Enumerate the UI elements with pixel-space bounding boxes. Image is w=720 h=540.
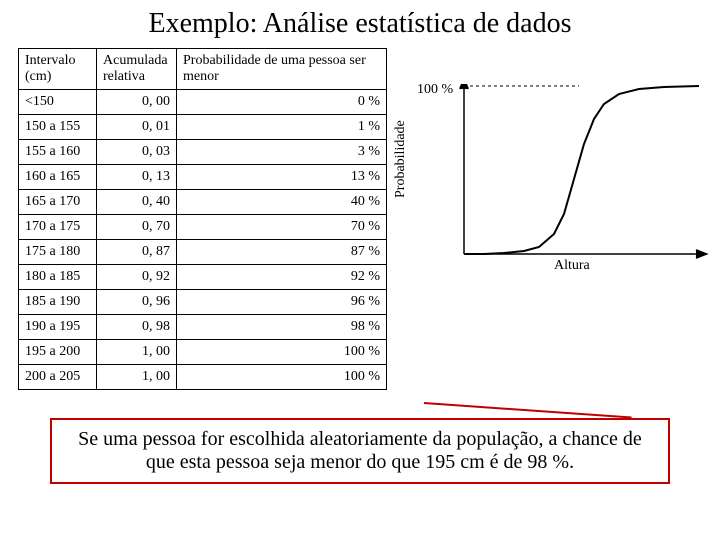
cell-accum: 0, 98 xyxy=(97,315,177,340)
cell-interval: <150 xyxy=(19,90,97,115)
cell-interval: 170 a 175 xyxy=(19,215,97,240)
cell-accum: 0, 92 xyxy=(97,265,177,290)
cell-accum: 0, 03 xyxy=(97,140,177,165)
cell-prob: 92 % xyxy=(177,265,387,290)
table-row: 195 a 2001, 00100 % xyxy=(19,340,387,365)
cell-prob: 13 % xyxy=(177,165,387,190)
page-title: Exemplo: Análise estatística de dados xyxy=(0,0,720,48)
cell-accum: 0, 70 xyxy=(97,215,177,240)
table-row: 170 a 1750, 7070 % xyxy=(19,215,387,240)
cell-accum: 1, 00 xyxy=(97,340,177,365)
cell-interval: 165 a 170 xyxy=(19,190,97,215)
table-row: 155 a 1600, 033 % xyxy=(19,140,387,165)
cell-accum: 0, 00 xyxy=(97,90,177,115)
cell-prob: 1 % xyxy=(177,115,387,140)
y-axis-label: Probabilidade xyxy=(393,120,409,198)
table-row: 180 a 1850, 9292 % xyxy=(19,265,387,290)
cell-accum: 0, 87 xyxy=(97,240,177,265)
content-area: Intervalo (cm) Acumulada relativa Probab… xyxy=(0,48,720,390)
ytick-label: 100 % xyxy=(417,82,453,98)
cell-prob: 96 % xyxy=(177,290,387,315)
th-accum: Acumulada relativa xyxy=(97,49,177,90)
cell-interval: 155 a 160 xyxy=(19,140,97,165)
table-row: <1500, 000 % xyxy=(19,90,387,115)
cell-interval: 150 a 155 xyxy=(19,115,97,140)
cell-prob: 100 % xyxy=(177,340,387,365)
cell-prob: 100 % xyxy=(177,365,387,390)
cell-interval: 190 a 195 xyxy=(19,315,97,340)
cell-interval: 175 a 180 xyxy=(19,240,97,265)
chart-area: 100 % Probabilidade Altura xyxy=(399,48,702,390)
cell-interval: 200 a 205 xyxy=(19,365,97,390)
cell-prob: 40 % xyxy=(177,190,387,215)
table-row: 175 a 1800, 8787 % xyxy=(19,240,387,265)
cell-prob: 98 % xyxy=(177,315,387,340)
cell-accum: 0, 96 xyxy=(97,290,177,315)
th-interval: Intervalo (cm) xyxy=(19,49,97,90)
table-row: 185 a 1900, 9696 % xyxy=(19,290,387,315)
cell-prob: 0 % xyxy=(177,90,387,115)
cell-prob: 70 % xyxy=(177,215,387,240)
table-row: 150 a 1550, 011 % xyxy=(19,115,387,140)
cdf-chart xyxy=(459,84,719,274)
cell-interval: 180 a 185 xyxy=(19,265,97,290)
cell-prob: 3 % xyxy=(177,140,387,165)
caption-box: Se uma pessoa for escolhida aleatoriamen… xyxy=(50,418,670,484)
cell-interval: 195 a 200 xyxy=(19,340,97,365)
caption-text: Se uma pessoa for escolhida aleatoriamen… xyxy=(78,428,642,473)
cell-interval: 185 a 190 xyxy=(19,290,97,315)
cell-interval: 160 a 165 xyxy=(19,165,97,190)
table-row: 200 a 2051, 00100 % xyxy=(19,365,387,390)
red-connector-line xyxy=(424,402,632,419)
cell-accum: 1, 00 xyxy=(97,365,177,390)
table-row: 190 a 1950, 9898 % xyxy=(19,315,387,340)
data-table: Intervalo (cm) Acumulada relativa Probab… xyxy=(18,48,387,390)
cell-accum: 0, 01 xyxy=(97,115,177,140)
th-prob: Probabilidade de uma pessoa ser menor xyxy=(177,49,387,90)
cell-accum: 0, 13 xyxy=(97,165,177,190)
table-row: 160 a 1650, 1313 % xyxy=(19,165,387,190)
table-row: 165 a 1700, 4040 % xyxy=(19,190,387,215)
cell-accum: 0, 40 xyxy=(97,190,177,215)
cell-prob: 87 % xyxy=(177,240,387,265)
